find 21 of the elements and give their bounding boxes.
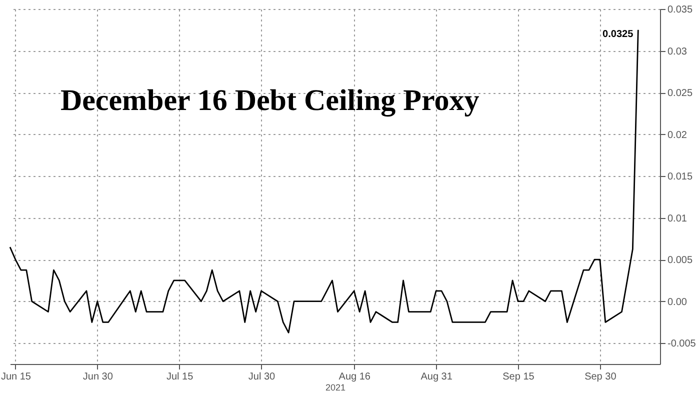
- y-tick-label: 0.02: [668, 130, 688, 141]
- x-tick-label: Sep 30: [584, 372, 617, 382]
- y-tick-label: 0.01: [668, 213, 688, 224]
- y-tick-label: 0.03: [668, 46, 688, 58]
- x-tick-label: Jul 30: [248, 372, 276, 382]
- x-tick-label: Aug 31: [420, 372, 453, 382]
- text: December 16 Debt Ceiling Proxy: [60, 84, 480, 117]
- data-label: 0.0325: [602, 28, 634, 40]
- x-tick-label: Jul 15: [166, 372, 194, 382]
- x-axis-title: 2021: [325, 382, 346, 392]
- y-tick-label: 0.035: [668, 4, 693, 16]
- y-tick-label: 0.005: [668, 255, 693, 266]
- x-tick-label: Aug 16: [338, 372, 371, 382]
- y-tick-label: 0.025: [668, 88, 693, 100]
- y-tick-label: -0.005: [668, 338, 696, 350]
- x-tick-label: Jun 30: [82, 372, 114, 382]
- x-tick-label: Sep 15: [502, 372, 535, 382]
- y-tick-label: 0.015: [668, 172, 693, 183]
- line-series: [9, 29, 639, 334]
- x-tick-label: Jun 15: [0, 372, 32, 382]
- y-tick-label: 0.00: [668, 296, 688, 308]
